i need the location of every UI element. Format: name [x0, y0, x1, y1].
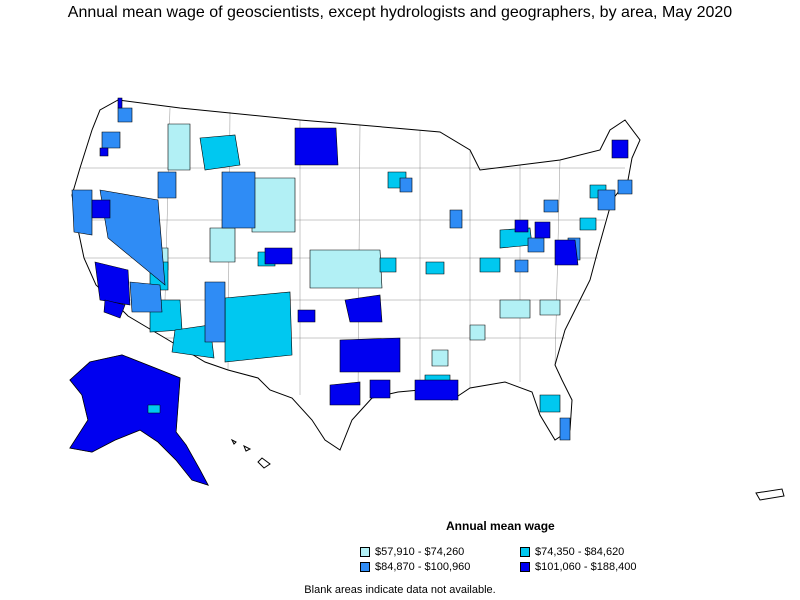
- legend-title: Annual mean wage: [446, 519, 555, 533]
- legend-swatch-4: [520, 562, 530, 572]
- footnote: Blank areas indicate data not available.: [304, 584, 496, 596]
- hawaii-islands: [230, 438, 271, 469]
- legend-swatch-2: [520, 547, 530, 557]
- legend-label-2: $74,350 - $84,620: [535, 546, 625, 558]
- puerto-rico: [755, 488, 785, 501]
- legend-item-2: $74,350 - $84,620: [520, 546, 624, 558]
- legend-swatch-1: [360, 547, 370, 557]
- legend-item-1: $57,910 - $74,260: [360, 546, 464, 558]
- legend-label-1: $57,910 - $74,260: [375, 546, 465, 558]
- map-title: Annual mean wage of geoscientists, excep…: [67, 4, 733, 21]
- legend-label-3: $84,870 - $100,960: [375, 561, 471, 573]
- legend-label-4: $101,060 - $188,400: [535, 561, 637, 573]
- legend-item-3: $84,870 - $100,960: [360, 561, 470, 573]
- legend-swatch-3: [360, 562, 370, 572]
- legend-item-4: $101,060 - $188,400: [520, 561, 637, 573]
